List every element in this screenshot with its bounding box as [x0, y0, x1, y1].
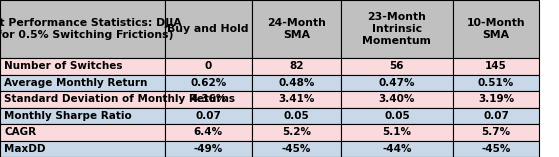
Text: 0.51%: 0.51%	[478, 78, 514, 88]
Text: MaxDD: MaxDD	[4, 144, 46, 154]
Bar	[341, 91, 453, 108]
Text: Number of Switches: Number of Switches	[4, 61, 123, 71]
Bar	[453, 0, 539, 58]
Bar	[0, 108, 165, 124]
Bar	[252, 0, 341, 58]
Text: 23-Month
Intrinsic
Momentum: 23-Month Intrinsic Momentum	[362, 12, 432, 46]
Text: 0.62%: 0.62%	[190, 78, 226, 88]
Bar	[252, 141, 341, 157]
Text: -49%: -49%	[193, 144, 223, 154]
Text: CAGR: CAGR	[4, 127, 36, 137]
Bar	[0, 141, 165, 157]
Bar	[453, 124, 539, 141]
Bar	[341, 141, 453, 157]
Bar	[165, 108, 252, 124]
Text: -44%: -44%	[382, 144, 411, 154]
Text: 5.2%: 5.2%	[282, 127, 311, 137]
Bar	[453, 75, 539, 91]
Text: 0.05: 0.05	[384, 111, 410, 121]
Bar	[0, 124, 165, 141]
Bar	[252, 91, 341, 108]
Text: 3.41%: 3.41%	[278, 94, 315, 104]
Bar	[0, 0, 165, 58]
Bar	[341, 108, 453, 124]
Text: 24-Month
SMA: 24-Month SMA	[267, 18, 326, 40]
Bar	[0, 91, 165, 108]
Text: Buy and Hold: Buy and Hold	[168, 24, 249, 34]
Text: 0.48%: 0.48%	[278, 78, 315, 88]
Bar	[252, 108, 341, 124]
Text: -45%: -45%	[481, 144, 511, 154]
Text: 10-Month
SMA: 10-Month SMA	[467, 18, 525, 40]
Bar	[453, 141, 539, 157]
Bar	[165, 75, 252, 91]
Text: 4.36%: 4.36%	[190, 94, 226, 104]
Bar	[341, 75, 453, 91]
Bar	[165, 58, 252, 75]
Text: 5.1%: 5.1%	[382, 127, 411, 137]
Text: 5.7%: 5.7%	[481, 127, 511, 137]
Text: 0.05: 0.05	[283, 111, 309, 121]
Bar	[252, 75, 341, 91]
Text: Average Monthly Return: Average Monthly Return	[4, 78, 148, 88]
Text: 6.4%: 6.4%	[193, 127, 223, 137]
Text: Standard Deviation of Monthly Returns: Standard Deviation of Monthly Returns	[4, 94, 235, 104]
Text: 0: 0	[205, 61, 212, 71]
Bar	[341, 124, 453, 141]
Text: 0.07: 0.07	[483, 111, 509, 121]
Text: 3.40%: 3.40%	[378, 94, 415, 104]
Bar	[0, 75, 165, 91]
Text: 56: 56	[390, 61, 404, 71]
Text: 3.19%: 3.19%	[478, 94, 514, 104]
Bar	[252, 58, 341, 75]
Text: 82: 82	[289, 61, 304, 71]
Text: Net Performance Statistics: DJIA
(for 0.5% Switching Frictions): Net Performance Statistics: DJIA (for 0.…	[0, 18, 182, 40]
Bar	[165, 124, 252, 141]
Text: 0.07: 0.07	[195, 111, 221, 121]
Bar	[165, 141, 252, 157]
Bar	[0, 58, 165, 75]
Bar	[341, 58, 453, 75]
Bar	[252, 124, 341, 141]
Text: -45%: -45%	[282, 144, 311, 154]
Text: 0.47%: 0.47%	[378, 78, 415, 88]
Text: 145: 145	[485, 61, 507, 71]
Bar	[341, 0, 453, 58]
Bar	[453, 91, 539, 108]
Bar	[165, 91, 252, 108]
Bar	[453, 108, 539, 124]
Bar	[453, 58, 539, 75]
Text: Monthly Sharpe Ratio: Monthly Sharpe Ratio	[4, 111, 132, 121]
Bar	[165, 0, 252, 58]
